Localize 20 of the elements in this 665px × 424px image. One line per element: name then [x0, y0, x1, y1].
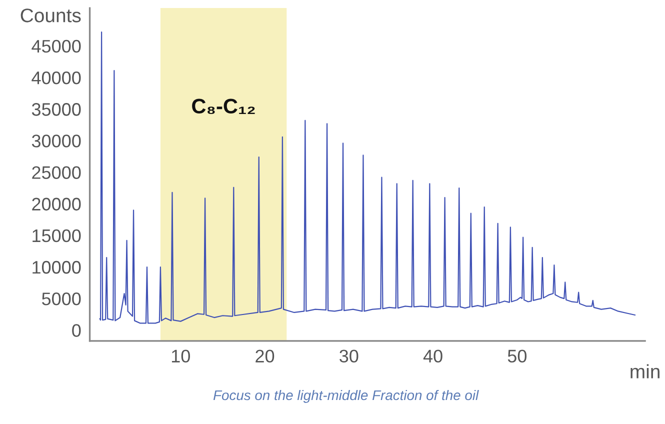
- x-tick-label: 40: [423, 350, 442, 362]
- y-tick-label: 35000: [32, 103, 81, 116]
- x-tick-label: 30: [340, 350, 358, 362]
- y-tick-label: 0: [72, 324, 81, 337]
- y-tick-label: 30000: [32, 134, 81, 148]
- y-axis-title: Counts: [20, 8, 81, 22]
- y-tick-label: 25000: [32, 166, 81, 179]
- band-label: C₈-C₁₂: [192, 98, 255, 114]
- y-tick-label: 20000: [32, 198, 81, 211]
- y-tick-label: 5000: [42, 292, 81, 306]
- y-tick-label: 45000: [32, 40, 81, 53]
- text: Focus on the light-middle Fraction of the oil: [213, 390, 479, 403]
- line-series: [99, 32, 636, 324]
- x-tick-label: 10: [172, 350, 190, 362]
- y-tick-label: 10000: [32, 260, 81, 274]
- x-tick-label: 20: [256, 350, 274, 362]
- x-tick-label: 50: [508, 350, 527, 362]
- y-tick-label: 40000: [32, 71, 81, 84]
- x-axis-title: min: [630, 364, 660, 378]
- y-tick-label: 15000: [32, 229, 81, 242]
